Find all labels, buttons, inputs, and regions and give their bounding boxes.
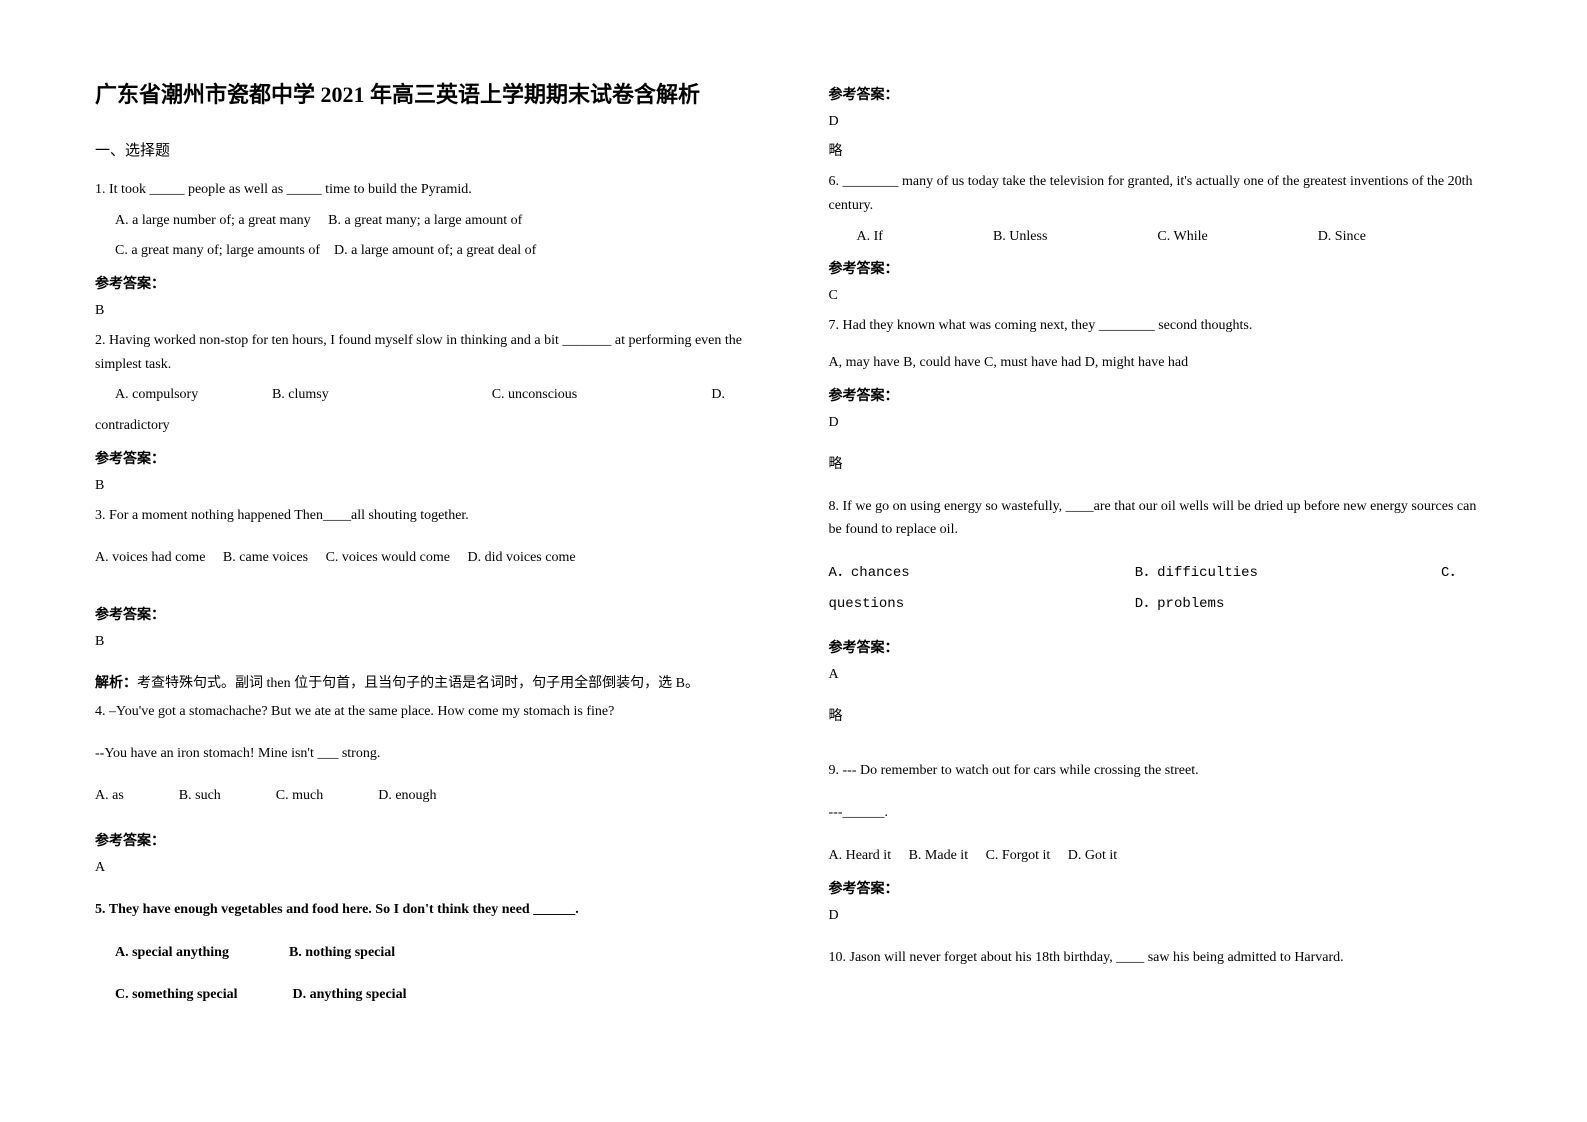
q9-options: A. Heard it B. Made it C. Forgot it D. G… xyxy=(829,843,1493,870)
q5-answer: D xyxy=(829,114,1493,130)
q7-options: A, may have B, could have C, must have h… xyxy=(829,350,1493,377)
q3-answer: B xyxy=(95,634,759,650)
q7-omit: 略 xyxy=(829,453,1493,473)
q3-explanation-text: 考查特殊句式。副词 then 位于句首，且当句子的主语是名词时，句子用全部倒装句… xyxy=(137,676,699,691)
q3-opt-a: A. voices had come xyxy=(95,550,205,565)
right-column: 参考答案： D 略 6. ________ many of us today t… xyxy=(829,80,1493,1082)
q4-opt-d: D. enough xyxy=(378,783,436,810)
q9-opt-c: C. Forgot it xyxy=(986,848,1051,863)
q6-options: A. If B. Unless C. While D. Since xyxy=(829,224,1493,251)
q6-opt-d: D. Since xyxy=(1318,224,1366,251)
q7-answer-label: 参考答案： xyxy=(829,385,1493,405)
q8-opt-b: B．difficulties xyxy=(1135,560,1441,587)
q9-answer-label: 参考答案： xyxy=(829,878,1493,898)
q1-opt-d: D. a large amount of; a great deal of xyxy=(334,243,536,258)
q4-text2: --You have an iron stomach! Mine isn't _… xyxy=(95,742,759,766)
q5-text: 5. They have enough vegetables and food … xyxy=(95,898,759,922)
q9-text2: ---______. xyxy=(829,801,1493,825)
q6-answer: C xyxy=(829,288,1493,304)
q6-answer-label: 参考答案： xyxy=(829,258,1493,278)
q9-text1: 9. --- Do remember to watch out for cars… xyxy=(829,759,1493,783)
q2-options: A. compulsory B. clumsy C. unconscious D… xyxy=(95,382,759,409)
q8-opt-c-marker: C． xyxy=(1441,560,1492,587)
q2-answer-label: 参考答案： xyxy=(95,448,759,468)
q3-text: 3. For a moment nothing happened Then___… xyxy=(95,504,759,528)
q10-text: 10. Jason will never forget about his 18… xyxy=(829,946,1493,970)
page-title: 广东省潮州市瓷都中学 2021 年高三英语上学期期末试卷含解析 xyxy=(95,80,759,111)
q5-options-row2: C. something special D. anything special xyxy=(95,982,759,1009)
q6-opt-b: B. Unless xyxy=(993,224,1047,251)
q9-answer: D xyxy=(829,908,1493,924)
q5-opt-a: A. special anything xyxy=(115,940,229,967)
q2-text: 2. Having worked non-stop for ten hours,… xyxy=(95,329,759,377)
q1-options-row1: A. a large number of; a great many B. a … xyxy=(95,208,759,235)
q8-answer-label: 参考答案： xyxy=(829,637,1493,657)
q1-answer: B xyxy=(95,303,759,319)
q1-options-row2: C. a great many of; large amounts of D. … xyxy=(95,238,759,265)
q4-opt-a: A. as xyxy=(95,783,124,810)
q5-answer-label: 参考答案： xyxy=(829,84,1493,104)
q3-opt-d: D. did voices come xyxy=(467,550,575,565)
q2-opt-d-marker: D. xyxy=(711,382,758,409)
q3-answer-label: 参考答案： xyxy=(95,604,759,624)
q2-opt-a: A. compulsory xyxy=(95,382,272,409)
q8-options-row1: A．chances B．difficulties C． xyxy=(829,560,1493,587)
q8-opt-c-text: questions xyxy=(829,591,1135,618)
q7-answer: D xyxy=(829,415,1493,431)
q6-text: 6. ________ many of us today take the te… xyxy=(829,170,1493,218)
q6-opt-c: C. While xyxy=(1157,224,1207,251)
q8-options-row2: questions D．problems xyxy=(829,591,1493,618)
q8-text: 8. If we go on using energy so wastefull… xyxy=(829,495,1493,543)
q1-answer-label: 参考答案： xyxy=(95,273,759,293)
q2-opt-b: B. clumsy xyxy=(272,382,492,409)
q1-text: 1. It took _____ people as well as _____… xyxy=(95,178,759,202)
q6-opt-a: A. If xyxy=(857,224,883,251)
q4-answer-label: 参考答案： xyxy=(95,830,759,850)
q1-opt-c: C. a great many of; large amounts of xyxy=(115,243,320,258)
q4-answer: A xyxy=(95,860,759,876)
left-column: 广东省潮州市瓷都中学 2021 年高三英语上学期期末试卷含解析 一、选择题 1.… xyxy=(95,80,759,1082)
q8-opt-d: D．problems xyxy=(1135,591,1492,618)
q5-opt-b: B. nothing special xyxy=(289,940,395,967)
q4-opt-b: B. such xyxy=(179,783,221,810)
q2-answer: B xyxy=(95,478,759,494)
q9-opt-b: B. Made it xyxy=(909,848,969,863)
q5-options-row1: A. special anything B. nothing special xyxy=(95,940,759,967)
section-header: 一、选择题 xyxy=(95,139,759,160)
q8-omit: 略 xyxy=(829,705,1493,725)
q4-text1: 4. –You've got a stomachache? But we ate… xyxy=(95,700,759,724)
q9-opt-a: A. Heard it xyxy=(829,848,892,863)
q8-opt-a: A．chances xyxy=(829,560,1135,587)
q1-opt-b: B. a great many; a large amount of xyxy=(328,213,522,228)
q5-opt-d: D. anything special xyxy=(293,982,407,1009)
q5-omit: 略 xyxy=(829,140,1493,160)
q1-opt-a: A. a large number of; a great many xyxy=(115,213,311,228)
q3-opt-b: B. came voices xyxy=(223,550,308,565)
q8-answer: A xyxy=(829,667,1493,683)
q2-opt-d-text: contradictory xyxy=(95,413,759,440)
q7-text: 7. Had they known what was coming next, … xyxy=(829,314,1493,338)
q3-explanation: 解析：考查特殊句式。副词 then 位于句首，且当句子的主语是名词时，句子用全部… xyxy=(95,672,759,696)
explanation-label: 解析： xyxy=(95,676,137,691)
q9-opt-d: D. Got it xyxy=(1068,848,1117,863)
q4-opt-c: C. much xyxy=(276,783,323,810)
q2-opt-c: C. unconscious xyxy=(492,382,712,409)
q3-options: A. voices had come B. came voices C. voi… xyxy=(95,545,759,572)
q5-opt-c: C. something special xyxy=(115,982,238,1009)
q3-opt-c: C. voices would come xyxy=(326,550,450,565)
q4-options: A. as B. such C. much D. enough xyxy=(95,783,759,810)
